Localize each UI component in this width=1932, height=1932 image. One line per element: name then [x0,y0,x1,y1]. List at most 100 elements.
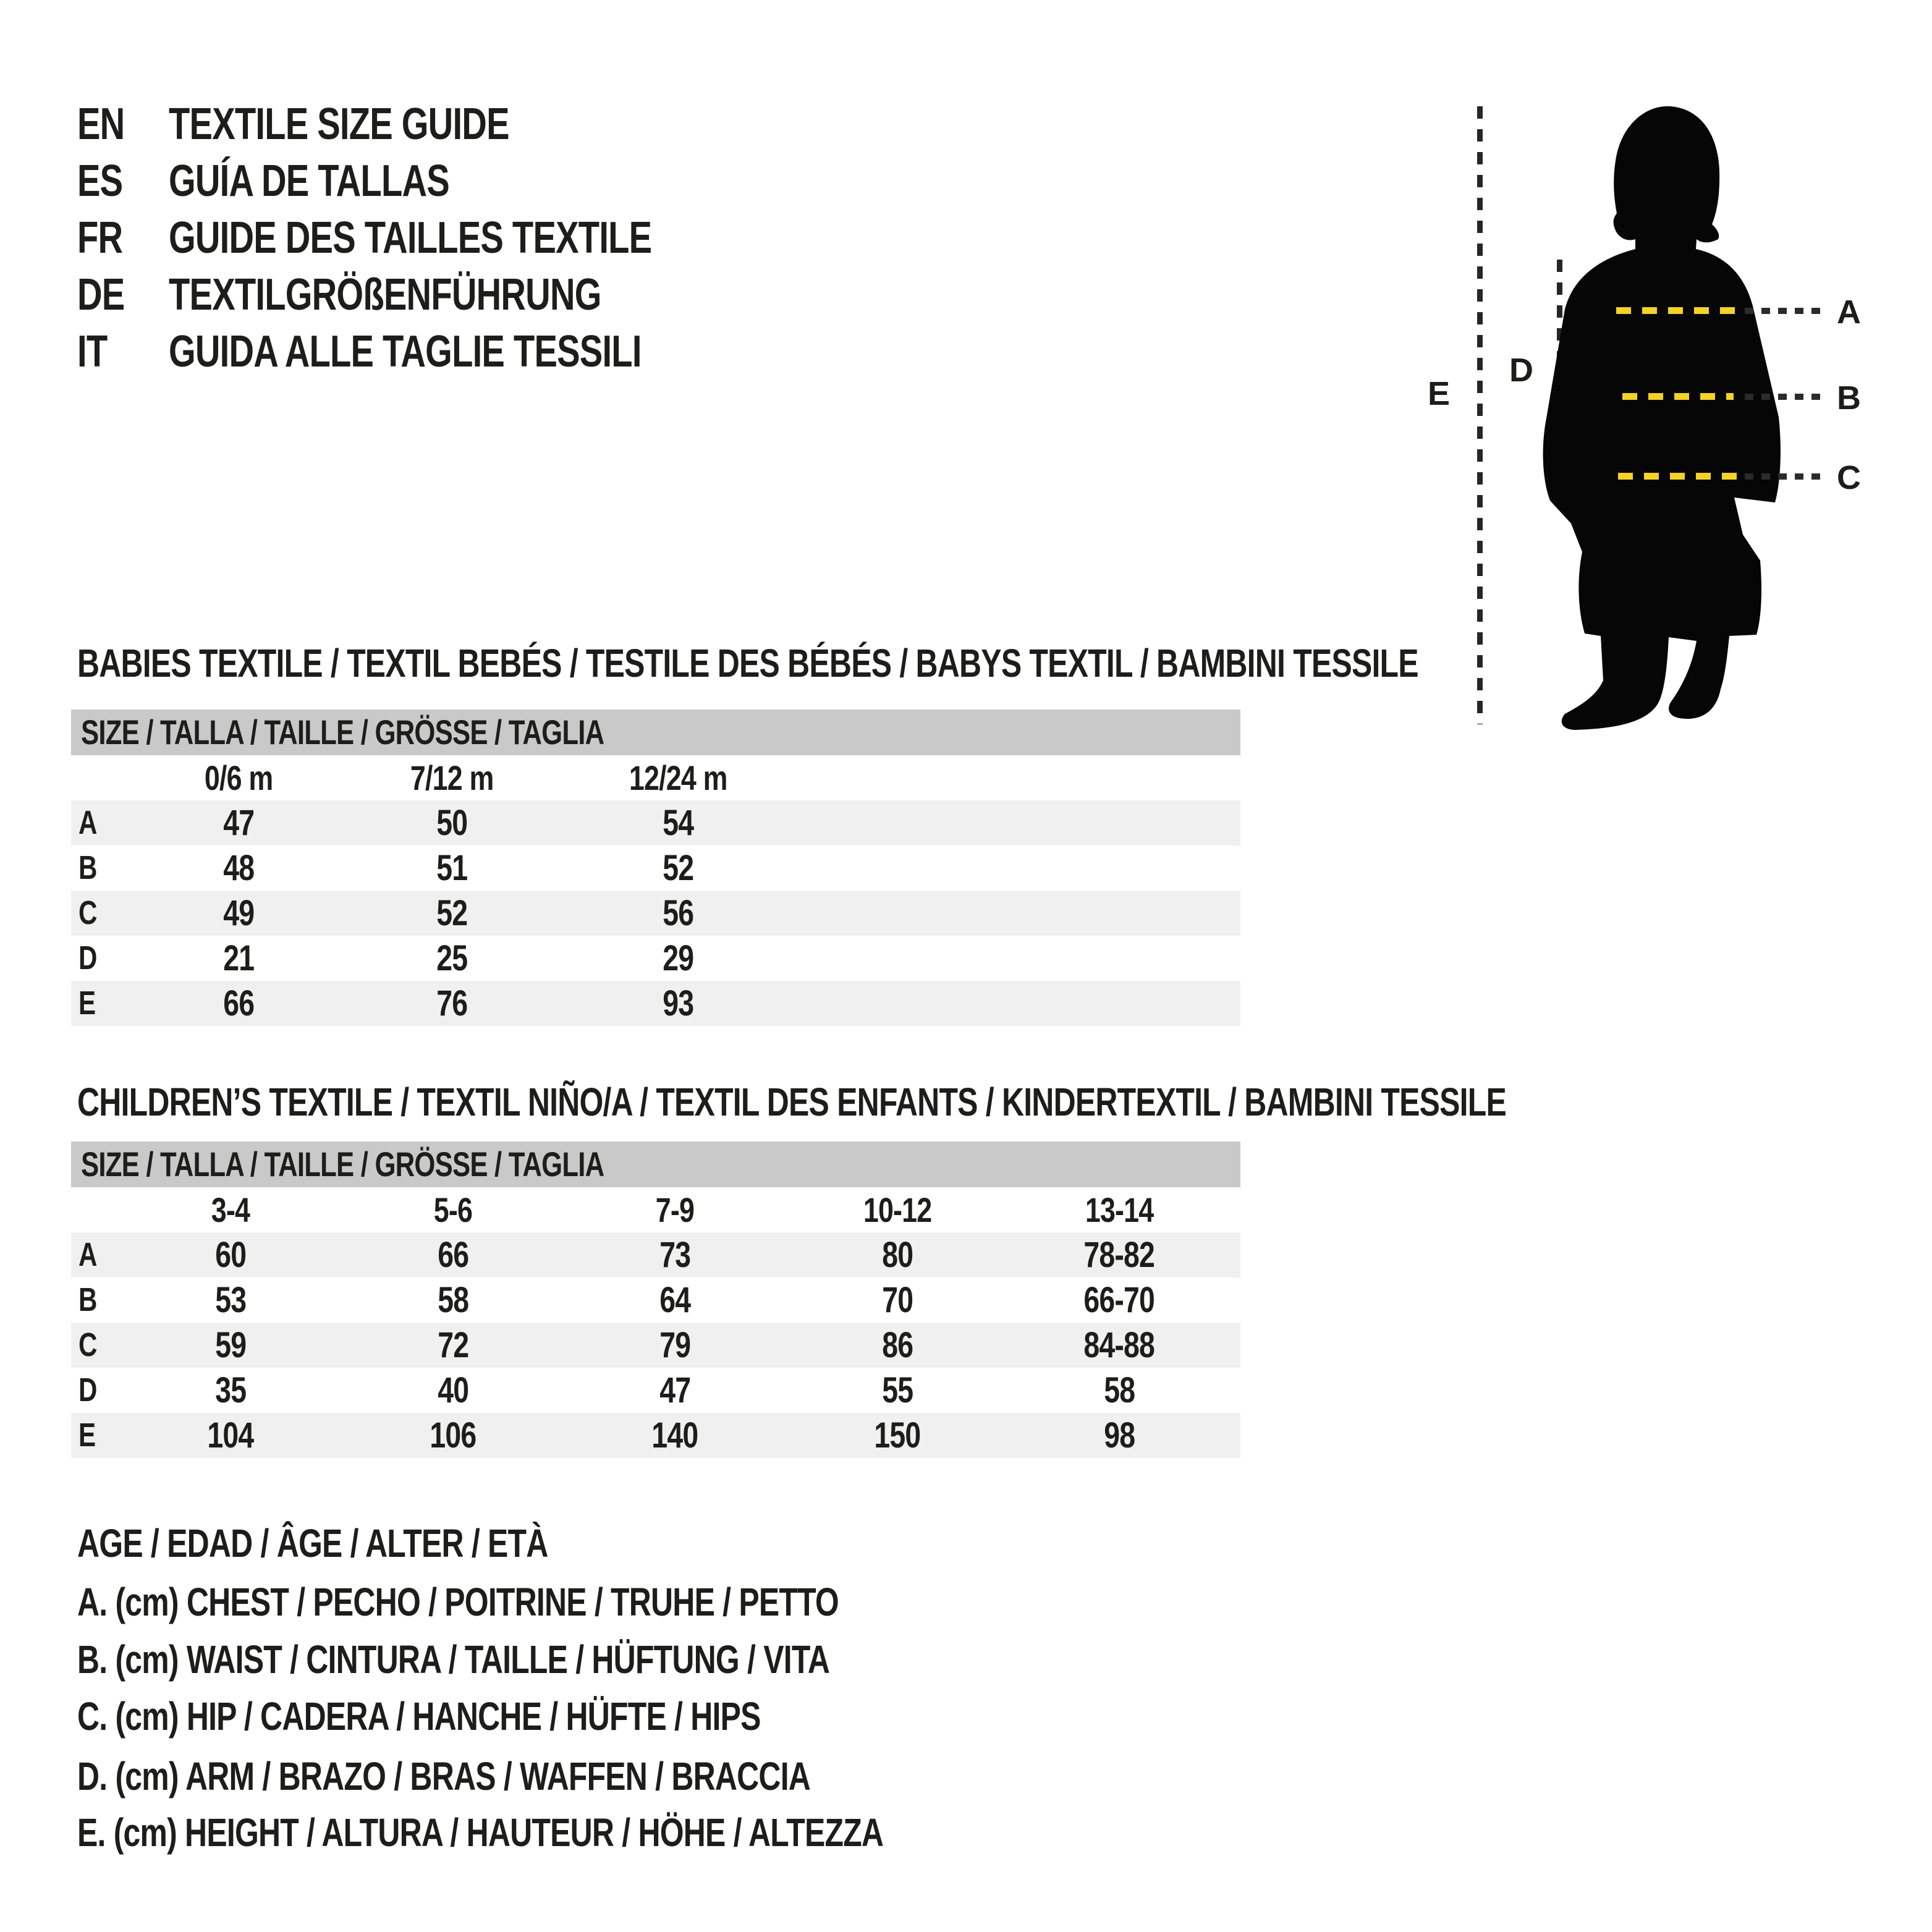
cell-value-text: 48 [222,848,255,888]
row-label: B [78,1277,102,1323]
cell-value-text: 55 [881,1370,913,1410]
cell-value: 150 [817,1413,978,1458]
cell-value: 48 [158,845,319,891]
cell-value-text: 56 [662,893,694,933]
row-label-text: E [78,1417,96,1454]
row-label: A [78,800,102,845]
table-row: B 53 58 64 70 66-70 [71,1277,1240,1323]
babies-size-table: SIZE / TALLA / TAILLE / GRÖSSE / TAGLIA 0… [71,710,1240,1026]
size-header-bar: SIZE / TALLA / TAILLE / GRÖSSE / TAGLIA [71,1142,1240,1187]
cell-value: 55 [817,1368,978,1413]
cell-value-text: 84-88 [1083,1325,1155,1365]
language-title-text: GUÍA DE TALLAS [169,156,450,206]
language-code: IT [77,326,169,377]
cell-value: 58 [1039,1368,1200,1413]
cell-value: 52 [371,891,532,936]
legend-line-text: B. (cm) WAIST / CINTURA / TAILLE / HÜFTU… [77,1637,830,1682]
cell-value-text: 58 [437,1280,469,1320]
children-size-table: SIZE / TALLA / TAILLE / GRÖSSE / TAGLIA 3… [71,1142,1240,1458]
cell-value: 84-88 [1039,1323,1200,1368]
language-title-text: GUIDE DES TAILLES TEXTILE [169,213,652,263]
table-row: D 35 40 47 55 58 [71,1368,1240,1413]
cell-value: 47 [595,1368,755,1413]
cell-value-text: 76 [436,983,468,1023]
column-header-text: 3-4 [211,1190,250,1229]
babies-section-heading-text: BABIES TEXTILE / TEXTIL BEBÉS / TESTILE … [77,641,1419,685]
cell-value-text: 73 [659,1235,691,1275]
cell-value-text: 47 [222,803,255,843]
cell-value: 59 [150,1323,311,1368]
column-header-text: 7/12 m [410,758,494,797]
column-header: 5-6 [373,1187,533,1232]
table-row: E 104 106 140 150 98 [71,1413,1240,1458]
cell-value: 40 [373,1368,533,1413]
cell-value-text: 104 [207,1415,254,1455]
cell-value: 106 [373,1413,533,1458]
cell-value: 86 [817,1323,978,1368]
cell-value-text: 53 [214,1280,247,1320]
legend-line: B. (cm) WAIST / CINTURA / TAILLE / HÜFTU… [77,1639,1041,1680]
legend-line-text: C. (cm) HIP / CADERA / HANCHE / HÜFTE / … [77,1694,761,1739]
waist-line-yellow [1622,393,1734,400]
cell-value-text: 54 [662,803,694,843]
row-label: C [78,891,102,936]
cell-value: 21 [158,936,319,981]
cell-value: 58 [373,1277,533,1323]
cell-value: 73 [595,1232,755,1277]
cell-value: 53 [150,1277,311,1323]
column-header-row: 3-4 5-6 7-9 10-12 13-14 [71,1187,1240,1232]
height-label-e: E [1428,375,1451,412]
language-code-text: EN [77,100,125,149]
cell-value-text: 106 [430,1415,477,1455]
cell-value-text: 79 [659,1325,691,1365]
column-header: 7-9 [595,1187,755,1232]
cell-value: 140 [595,1413,755,1458]
language-code-text: DE [77,270,125,320]
cell-value-text: 58 [1103,1370,1135,1410]
cell-value-text: 93 [662,983,694,1023]
column-header: 3-4 [150,1187,311,1232]
cell-value-text: 59 [214,1325,247,1365]
row-label-text: C [78,1326,97,1363]
children-section-heading-text: CHILDREN’S TEXTILE / TEXTIL NIÑO/A / TEX… [77,1080,1507,1124]
column-header-text: 5-6 [433,1190,473,1229]
column-header: 0/6 m [158,755,319,800]
legend-line-text: AGE / EDAD / ÂGE / ALTER / ETÀ [77,1521,548,1566]
row-label-text: C [78,894,97,931]
table-row: C 49 52 56 [71,891,1240,936]
language-title-text: GUIDA ALLE TAGLIE TESSILI [169,327,642,376]
cell-value-text: 80 [881,1235,913,1275]
column-header: 12/24 m [598,755,758,800]
cell-value-text: 66-70 [1083,1280,1155,1320]
chest-label-a: A [1837,294,1861,331]
language-title: GUÍA DE TALLAS [169,156,528,206]
table-row: A 47 50 54 [71,800,1240,845]
row-label: B [78,845,102,891]
cell-value-text: 64 [659,1280,691,1320]
language-title-text: TEXTILGRÖßENFÜHRUNG [169,270,601,320]
children-section-heading: CHILDREN’S TEXTILE / TEXTIL NIÑO/A / TEX… [77,1082,1909,1122]
row-label-text: B [78,849,97,886]
cell-value: 66 [158,981,319,1026]
cell-value: 66-70 [1039,1277,1200,1323]
row-label: E [78,1413,100,1458]
cell-value: 76 [371,981,532,1026]
language-code-text: IT [77,327,108,376]
cell-value-text: 51 [436,848,468,888]
cell-value: 47 [158,800,319,845]
cell-value: 104 [150,1413,311,1458]
babies-section-heading: BABIES TEXTILE / TEXTIL BEBÉS / TESTILE … [77,643,1797,684]
legend-line-text: A. (cm) CHEST / PECHO / POITRINE / TRUHE… [77,1580,839,1624]
language-code: FR [77,213,169,263]
cell-value-text: 60 [214,1235,247,1275]
chest-line-yellow [1616,307,1740,314]
language-header: EN TEXTILE SIZE GUIDE ES GUÍA DE TALLAS FR GU… [77,96,788,380]
cell-value-text: 52 [436,893,468,933]
size-header-bar: SIZE / TALLA / TAILLE / GRÖSSE / TAGLIA [71,710,1240,755]
cell-value: 49 [158,891,319,936]
row-label: C [78,1323,102,1368]
legend-line: D. (cm) ARM / BRAZO / BRAS / WAFFEN / BR… [77,1756,1017,1797]
cell-value-text: 140 [651,1415,698,1455]
cell-value: 78-82 [1039,1232,1200,1277]
cell-value: 80 [817,1232,978,1277]
